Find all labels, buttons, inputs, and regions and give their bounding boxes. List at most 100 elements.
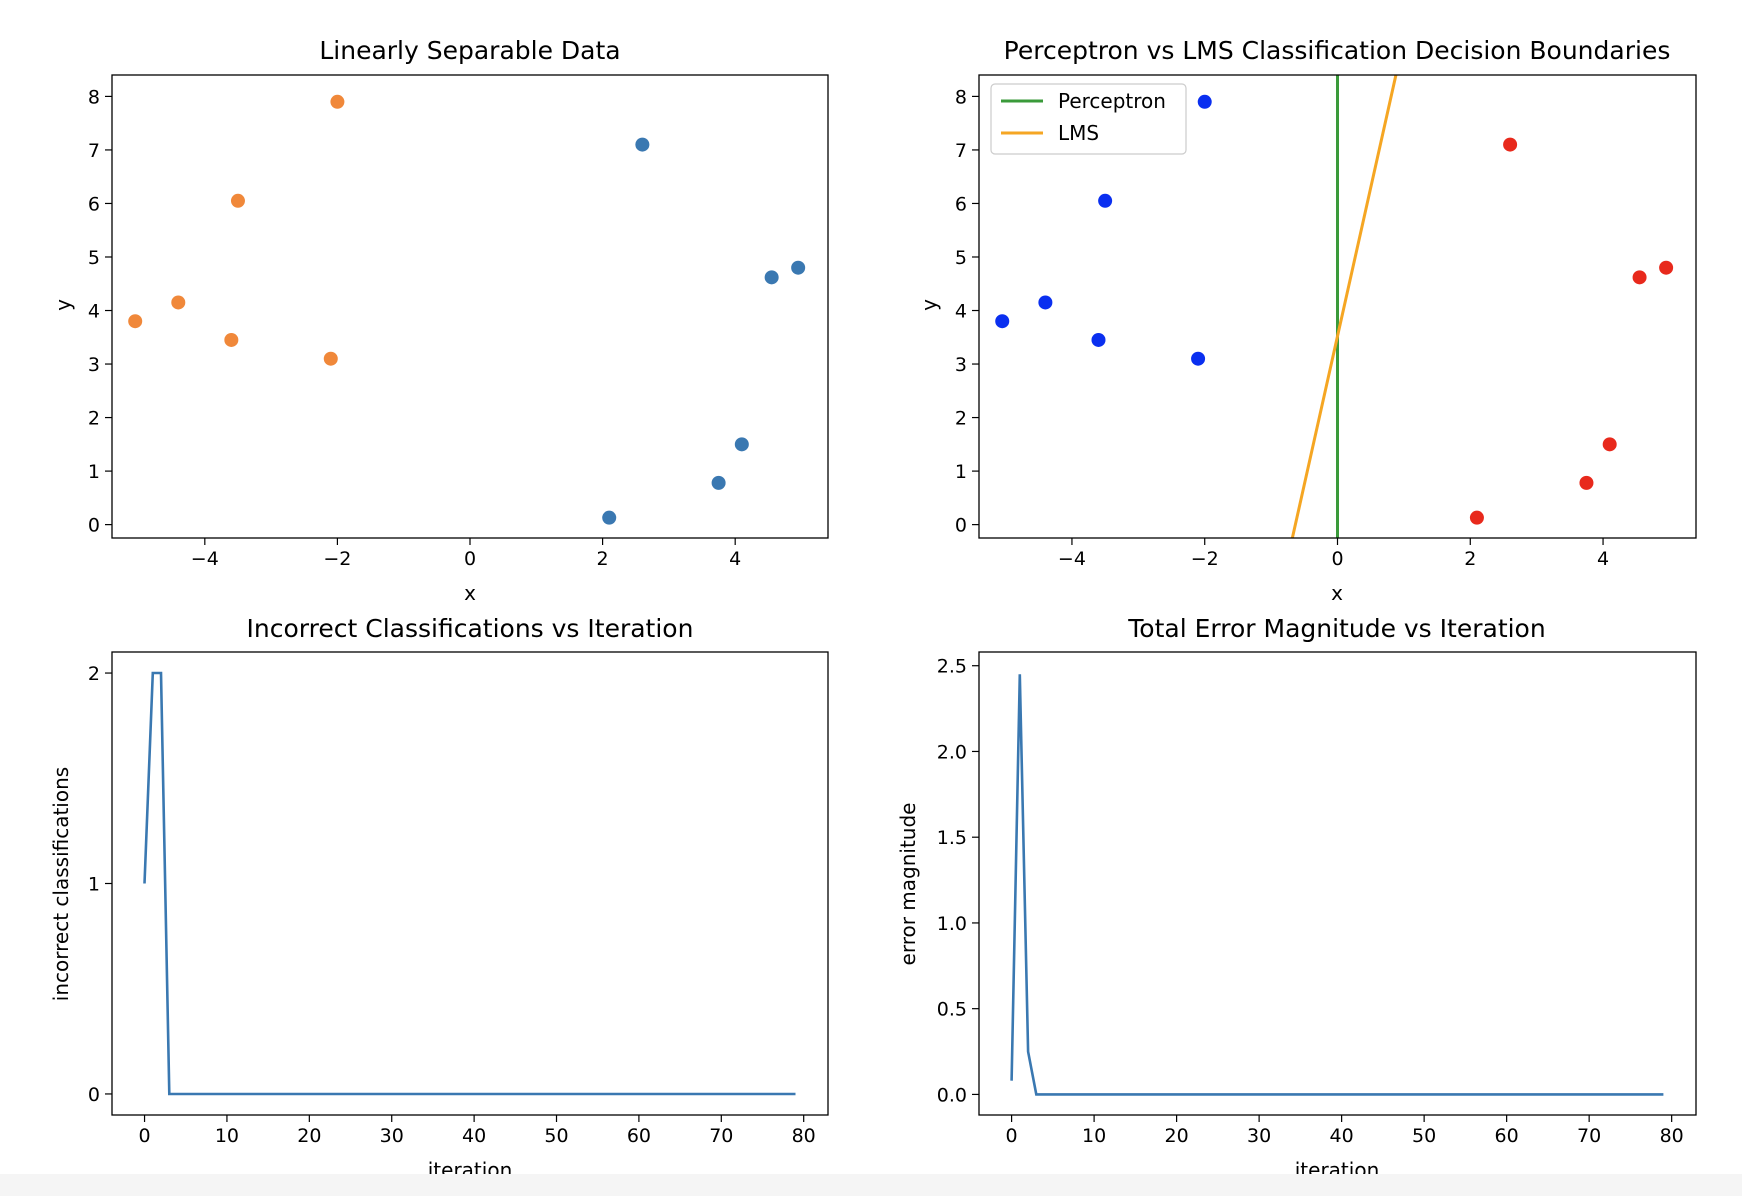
data-point	[1098, 193, 1113, 208]
y-tick-label: 4	[955, 301, 967, 323]
x-tick-label: 30	[1247, 1125, 1271, 1147]
data-point	[224, 332, 239, 347]
plot-area-1: −4 −2 0 2 4 0 1 2 3 4 5 6 7 8	[88, 74, 829, 570]
x-tick-label: 70	[709, 1125, 733, 1147]
data-point	[602, 510, 617, 525]
x-tick-label: 0	[1006, 1125, 1018, 1147]
y-tick-label: 2.5	[937, 656, 967, 678]
y-tick-label: 2	[88, 663, 100, 685]
x-tick-label: 60	[1495, 1125, 1519, 1147]
y-tick-label: 2	[955, 408, 967, 430]
data-point	[1191, 351, 1206, 366]
data-point	[1091, 332, 1106, 347]
y-tick-label: 8	[955, 86, 967, 108]
data-point	[1659, 260, 1674, 275]
x-tick-label: −4	[1058, 548, 1086, 570]
subplot-incorrect-classifications: Incorrect Classifications vs Iteration i…	[49, 614, 693, 1182]
chart-title: Incorrect Classifications vs Iteration	[247, 614, 694, 643]
x-tick-label: 70	[1577, 1125, 1601, 1147]
x-tick-label: 2	[597, 548, 609, 570]
y-tick-label: 0.5	[937, 999, 967, 1021]
y-tick-label: 0	[88, 1084, 100, 1106]
x-tick-label: 50	[1412, 1125, 1436, 1147]
y-tick-label: 6	[955, 193, 967, 215]
y-tick-label: 1.5	[937, 827, 967, 849]
notebook-output-bottom-edge	[0, 1174, 1742, 1196]
y-tick-label: 8	[88, 86, 100, 108]
data-point	[171, 295, 186, 310]
subplot-total-error-magnitude: Total Error Magnitude vs Iteration itera…	[896, 614, 1546, 1182]
y-tick-label: 1	[88, 874, 100, 896]
series-line	[1010, 674, 1664, 1096]
chart-title: Linearly Separable Data	[319, 36, 620, 65]
x-axis-label: x	[1331, 581, 1343, 605]
x-tick-label: 50	[544, 1125, 568, 1147]
y-tick-label: 7	[88, 140, 100, 162]
y-tick-label: 6	[88, 193, 100, 215]
x-tick-label: 4	[1597, 548, 1609, 570]
x-tick-label: 20	[297, 1125, 321, 1147]
plot-area-4: 0 10 20 30 40 50 60 70 80 0.0 0.5 1.0 1.5 2.0 2.5	[937, 651, 1697, 1147]
x-tick-label: 40	[462, 1125, 486, 1147]
y-tick-label: 5	[955, 247, 967, 269]
legend-label-lms: LMS	[1058, 121, 1099, 145]
y-tick-label: 7	[955, 140, 967, 162]
y-tick-label: 1	[88, 461, 100, 483]
subplot-linearly-separable-data: Linearly Separable Data x y	[51, 36, 621, 605]
legend: Perceptron LMS	[990, 83, 1187, 155]
series-line	[143, 671, 796, 1096]
y-tick-label: 1.0	[937, 913, 967, 935]
data-point	[764, 270, 779, 285]
x-tick-label: −4	[191, 548, 219, 570]
y-axis-label: incorrect classifications	[49, 767, 73, 1001]
legend-label-perceptron: Perceptron	[1058, 89, 1166, 113]
x-tick-label: 30	[380, 1125, 404, 1147]
x-tick-label: 80	[792, 1125, 816, 1147]
y-tick-label: 4	[88, 301, 100, 323]
data-point	[734, 437, 749, 452]
y-tick-label: 0	[88, 515, 100, 537]
plot-area-3: 0 10 20 30 40 50 60 70 80 0 1 2	[88, 651, 829, 1147]
y-tick-label: 3	[955, 354, 967, 376]
data-point	[128, 314, 143, 329]
data-point	[1469, 510, 1484, 525]
x-tick-label: 2	[1464, 548, 1476, 570]
x-tick-label: −2	[323, 548, 351, 570]
x-tick-label: 10	[215, 1125, 239, 1147]
data-point	[1632, 270, 1647, 285]
y-axis-label: y	[917, 299, 941, 311]
data-point	[230, 193, 245, 208]
data-point	[791, 260, 806, 275]
y-axis-label: error magnitude	[896, 803, 920, 966]
data-point	[1197, 94, 1212, 109]
data-point	[1579, 475, 1594, 490]
x-tick-label: 4	[729, 548, 741, 570]
data-point	[711, 475, 726, 490]
plot-area-2: −4 −2 0 2 4 0 1 2 3 4 5 6 7 8	[955, 74, 1697, 570]
data-point	[1503, 137, 1518, 152]
data-point	[995, 314, 1010, 329]
subplot-decision-boundaries: Perceptron vs LMS Classification Decisio…	[917, 36, 1670, 605]
x-tick-label: 0	[1331, 548, 1343, 570]
chart-title: Perceptron vs LMS Classification Decisio…	[1004, 36, 1671, 65]
x-axis-label: x	[464, 581, 476, 605]
x-tick-label: 60	[627, 1125, 651, 1147]
x-tick-label: 80	[1660, 1125, 1684, 1147]
axes-frame	[111, 74, 829, 539]
y-tick-label: 5	[88, 247, 100, 269]
y-tick-label: 3	[88, 354, 100, 376]
y-axis-label: y	[51, 299, 75, 311]
data-point	[635, 137, 650, 152]
y-tick-label: 2	[88, 408, 100, 430]
data-point	[323, 351, 338, 366]
y-tick-label: 0	[955, 515, 967, 537]
y-tick-label: 1	[955, 461, 967, 483]
y-tick-label: 0.0	[937, 1084, 967, 1106]
x-tick-label: 20	[1165, 1125, 1189, 1147]
data-point	[1038, 295, 1053, 310]
data-point	[330, 94, 345, 109]
x-tick-label: 40	[1330, 1125, 1354, 1147]
boundary-line-lms	[1290, 74, 1398, 539]
x-tick-label: 0	[464, 548, 476, 570]
